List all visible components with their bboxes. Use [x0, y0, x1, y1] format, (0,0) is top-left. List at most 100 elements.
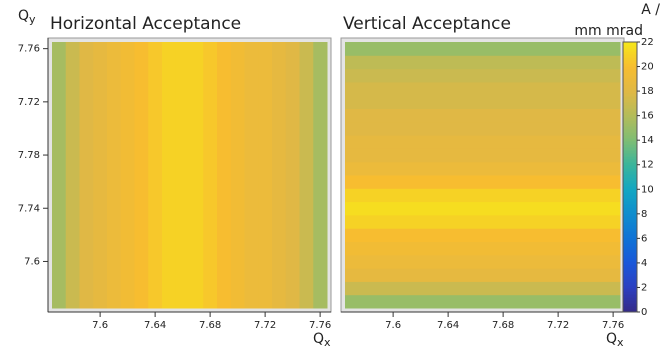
colorbar-segment — [623, 273, 637, 277]
colorbar-segment — [623, 189, 637, 193]
heat-cell — [345, 188, 621, 203]
heat-cell — [345, 281, 621, 296]
colorbar-segment — [623, 198, 637, 202]
colorbar-segment — [623, 276, 637, 280]
colorbar-segment — [623, 213, 637, 217]
x-tick-label: 7.6 — [385, 320, 401, 331]
colorbar-segment — [623, 219, 637, 223]
heat-cell — [107, 42, 122, 309]
heat-cell — [65, 42, 80, 309]
colorbar-segment — [623, 267, 637, 271]
x-tick-label: 7.72 — [254, 320, 276, 331]
colorbar-tick-label: 10 — [641, 184, 654, 195]
colorbar-segment — [623, 306, 637, 310]
colorbar-segment — [623, 243, 637, 247]
heat-cell — [148, 42, 163, 309]
heat-cell — [203, 42, 218, 309]
colorbar-segment — [623, 42, 637, 46]
colorbar-segment — [623, 81, 637, 85]
heat-cell — [345, 214, 621, 229]
heat-cell — [79, 42, 94, 309]
colorbar-segment — [623, 300, 637, 304]
colorbar-tick-label: 0 — [641, 307, 647, 318]
colorbar-segment — [623, 225, 637, 229]
colorbar-segment — [623, 51, 637, 55]
colorbar-segment — [623, 171, 637, 175]
colorbar-segment — [623, 63, 637, 67]
colorbar-segment — [623, 78, 637, 82]
colorbar-segment — [623, 135, 637, 139]
colorbar-segment — [623, 177, 637, 181]
colorbar-segment — [623, 60, 637, 64]
colorbar-segment — [623, 75, 637, 79]
colorbar-segment — [623, 141, 637, 145]
colorbar-segment — [623, 204, 637, 208]
colorbar-segment — [623, 147, 637, 151]
heat-cell — [189, 42, 204, 309]
heat-cell — [299, 42, 314, 309]
colorbar-segment — [623, 291, 637, 295]
colorbar-segment — [623, 294, 637, 298]
axis-label: Qy — [18, 8, 36, 26]
colorbar-segment — [623, 282, 637, 286]
colorbar-title: A / — [641, 2, 660, 18]
colorbar-segment — [623, 252, 637, 256]
colorbar-segment — [623, 270, 637, 274]
heat-cell — [345, 161, 621, 176]
axis-label: Qx — [313, 331, 331, 349]
colorbar-tick-label: 12 — [641, 160, 654, 171]
colorbar-segment — [623, 57, 637, 61]
colorbar-tick-label: 22 — [641, 37, 654, 48]
colorbar-segment — [623, 174, 637, 178]
colorbar-segment — [623, 156, 637, 160]
colorbar-segment — [623, 231, 637, 235]
colorbar-tick-label: 2 — [641, 282, 647, 293]
colorbar-segment — [623, 186, 637, 190]
heat-cell — [345, 68, 621, 83]
y-tick-label: 7.6 — [24, 256, 40, 267]
colorbar-tick-label: 16 — [641, 111, 654, 122]
heat-cell — [272, 42, 287, 309]
x-tick-label: 7.72 — [547, 320, 569, 331]
heat-cell — [285, 42, 300, 309]
x-tick-label: 7.64 — [437, 320, 459, 331]
colorbar-segment — [623, 159, 637, 163]
colorbar-segment — [623, 222, 637, 226]
chart-title: Vertical Acceptance — [343, 14, 511, 34]
heat-cell — [345, 42, 621, 56]
colorbar-segment — [623, 303, 637, 307]
colorbar-segment — [623, 288, 637, 292]
colorbar-segment — [623, 54, 637, 58]
colorbar-segment — [623, 162, 637, 166]
colorbar-segment — [623, 69, 637, 73]
colorbar-segment — [623, 96, 637, 100]
heat-cell — [162, 42, 177, 309]
colorbar-segment — [623, 216, 637, 220]
heat-cell — [230, 42, 245, 309]
colorbar-segment — [623, 261, 637, 265]
heat-cell — [52, 42, 67, 309]
heat-cell — [345, 241, 621, 256]
colorbar-tick-label: 20 — [641, 62, 654, 73]
heat-cell — [345, 201, 621, 216]
colorbar-segment — [623, 258, 637, 262]
colorbar-frame — [622, 41, 638, 313]
x-tick-label: 7.64 — [144, 320, 166, 331]
colorbar-segment — [623, 195, 637, 199]
heat-cell — [345, 135, 621, 149]
colorbar-segment — [623, 228, 637, 232]
heat-cell — [345, 81, 621, 96]
heat-cell — [175, 42, 190, 309]
colorbar-segment — [623, 264, 637, 268]
colorbar-segment — [623, 45, 637, 49]
colorbar-segment — [623, 180, 637, 184]
colorbar-tick-label: 14 — [641, 135, 654, 146]
colorbar-segment — [623, 102, 637, 106]
colorbar-segment — [623, 120, 637, 124]
x-tick-label: 7.68 — [492, 320, 514, 331]
heat-cell — [345, 228, 621, 242]
colorbar-segment — [623, 123, 637, 127]
colorbar-segment — [623, 87, 637, 91]
colorbar-segment — [623, 285, 637, 289]
